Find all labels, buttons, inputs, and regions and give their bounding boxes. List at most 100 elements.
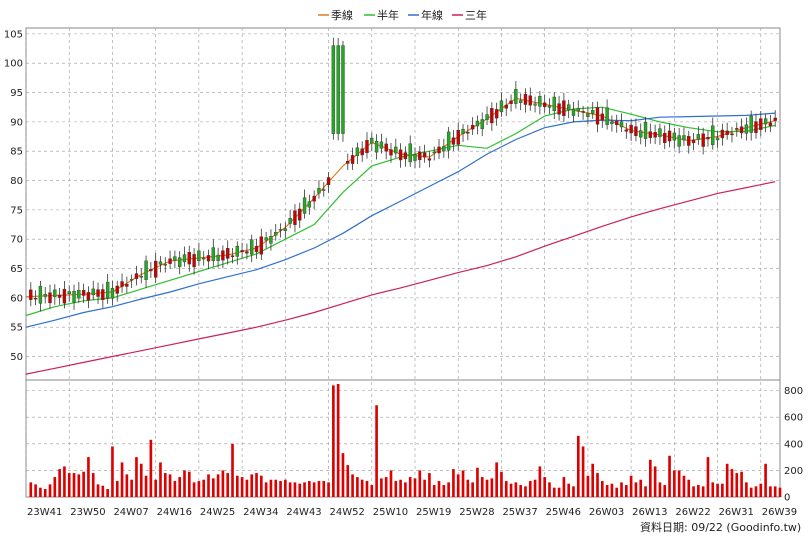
volume-bar xyxy=(351,474,354,497)
volume-bar xyxy=(298,483,302,497)
candle-down xyxy=(230,255,235,257)
candle-down xyxy=(725,130,729,135)
candle-up xyxy=(302,197,307,214)
volume-bar xyxy=(284,479,287,497)
volume-tick-label: 800 xyxy=(784,386,803,397)
volume-bar xyxy=(135,457,138,497)
candle-up xyxy=(235,245,240,257)
volume-bar xyxy=(423,479,426,497)
candle-up xyxy=(749,115,753,133)
price-plot-frame xyxy=(25,27,781,381)
volume-bar xyxy=(418,470,422,497)
volume-bar xyxy=(197,481,201,497)
candle-up xyxy=(379,141,384,149)
volume-bar xyxy=(341,453,345,497)
candlesticks xyxy=(29,37,777,312)
volume-bar xyxy=(495,462,498,497)
candle-up xyxy=(307,201,312,208)
volume-bar xyxy=(235,475,239,497)
candle-up xyxy=(182,254,187,263)
volume-bar xyxy=(456,474,460,497)
candle-down xyxy=(542,102,547,107)
volume-bar xyxy=(596,473,599,497)
candle-up xyxy=(250,239,254,255)
volume-bar xyxy=(207,474,210,497)
candle-up xyxy=(480,119,484,130)
price-tick-label: 85 xyxy=(10,147,23,158)
candle-down xyxy=(115,285,119,294)
candle-down xyxy=(62,288,67,304)
volume-bar xyxy=(245,479,249,497)
volume-tick-label: 200 xyxy=(784,466,803,477)
volume-bar xyxy=(615,487,619,497)
candle-down xyxy=(720,129,725,139)
volume-bar xyxy=(187,471,191,497)
price-tick-label: 95 xyxy=(10,88,23,99)
volume-bar xyxy=(644,486,647,497)
volume-bars xyxy=(29,383,782,497)
volume-bar xyxy=(53,477,57,497)
volume-bar xyxy=(735,473,739,497)
volume-bar xyxy=(692,486,695,497)
candle-up xyxy=(177,257,182,267)
candle-up xyxy=(202,257,206,260)
volume-bar xyxy=(629,475,633,497)
candle-down xyxy=(365,140,369,153)
volume-bar xyxy=(317,481,321,497)
price-tick-label: 65 xyxy=(10,264,23,275)
candle-down xyxy=(101,289,105,300)
candle-down xyxy=(581,111,585,113)
candle-up xyxy=(499,100,504,113)
volume-bar xyxy=(356,477,359,497)
volume-bar xyxy=(260,475,263,497)
candle-down xyxy=(687,136,691,146)
volume-bar xyxy=(404,482,407,497)
volume-bar xyxy=(173,481,177,497)
x-tick-label: 25W19 xyxy=(416,507,451,518)
legend-year: 年線 xyxy=(421,8,443,22)
candle-up xyxy=(672,132,677,141)
price-tick-label: 100 xyxy=(4,59,23,70)
volume-bar xyxy=(697,485,700,497)
candle-down xyxy=(398,149,403,161)
volume-bar xyxy=(509,483,513,497)
candle-up xyxy=(173,256,177,261)
candle-down xyxy=(759,118,763,130)
candle-down xyxy=(494,109,499,119)
volume-bar xyxy=(159,462,162,497)
candle-up xyxy=(619,121,624,128)
candle-up xyxy=(432,151,436,154)
volume-bar xyxy=(139,463,143,497)
volume-bar xyxy=(548,482,551,497)
volume-bar xyxy=(754,486,758,497)
volume-bar xyxy=(178,477,182,497)
candle-down xyxy=(48,292,52,304)
candle-down xyxy=(427,158,432,161)
legend-three-year: 三年 xyxy=(465,8,487,22)
volume-bar xyxy=(115,481,119,497)
candle-down xyxy=(326,177,331,185)
candle-up xyxy=(571,109,576,116)
volume-bar xyxy=(605,485,609,497)
candle-up xyxy=(682,135,686,141)
volume-bar xyxy=(490,478,494,497)
candle-up xyxy=(283,228,288,231)
volume-bar xyxy=(322,481,326,497)
volume-bar xyxy=(149,439,153,497)
candle-down xyxy=(691,139,696,144)
volume-tick-label: 600 xyxy=(784,413,803,424)
x-tick-label: 25W28 xyxy=(459,507,494,518)
volume-bar xyxy=(663,485,667,497)
volume-bar xyxy=(168,474,172,497)
quarter-ma-line xyxy=(25,97,776,298)
volume-bar xyxy=(365,481,369,497)
volume-bar xyxy=(673,470,676,497)
x-tick-label: 24W43 xyxy=(286,507,321,518)
volume-bar xyxy=(624,485,628,497)
volume-bar xyxy=(533,479,537,497)
candle-up xyxy=(475,120,480,127)
volume-bar xyxy=(600,481,604,497)
volume-bar xyxy=(384,477,388,497)
candle-down xyxy=(57,294,62,298)
candle-down xyxy=(470,124,475,130)
